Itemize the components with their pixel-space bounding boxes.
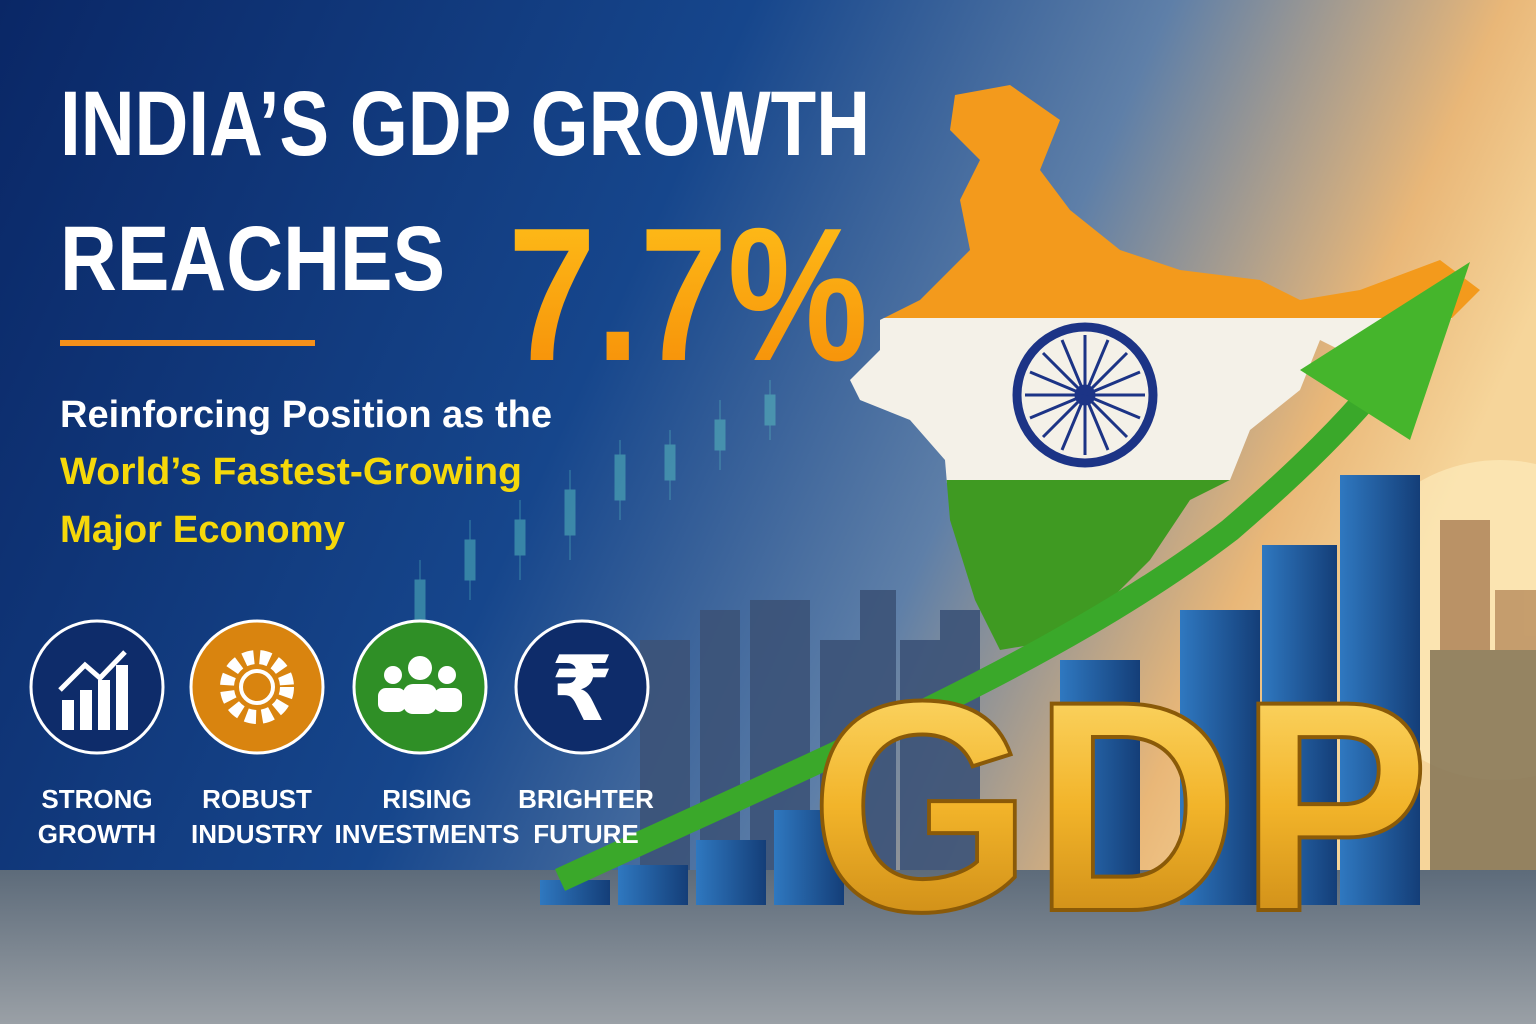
feature-label: FUTURE bbox=[533, 819, 638, 849]
divider bbox=[60, 340, 315, 346]
feature-label: INDUSTRY bbox=[191, 819, 323, 849]
feature-label: GROWTH bbox=[38, 819, 156, 849]
bar-graphic bbox=[540, 475, 1420, 905]
feature-label: INVESTMENTS bbox=[335, 819, 520, 849]
growth-arrow bbox=[554, 262, 1470, 891]
subheadline-highlight: World’s Fastest-Growing bbox=[60, 451, 522, 493]
feature-icon bbox=[189, 619, 325, 755]
chakra bbox=[1012, 322, 1158, 468]
gdp-badge: GDP bbox=[810, 638, 1430, 974]
feature-icon bbox=[29, 619, 165, 755]
feature-label: RISING bbox=[382, 784, 472, 814]
feature-label: ROBUST bbox=[202, 784, 312, 814]
feature-icon bbox=[352, 619, 488, 755]
headline-line2: REACHES bbox=[60, 208, 445, 310]
headline-highlight: 7.7% bbox=[508, 189, 868, 401]
candlesticks bbox=[414, 380, 776, 640]
feature-label: BRIGHTER bbox=[518, 784, 654, 814]
subheadline-highlight: Major Economy bbox=[60, 509, 345, 551]
headline-line1: INDIA’S GDP GROWTH bbox=[60, 73, 870, 175]
subheadline: Reinforcing Position as the bbox=[60, 394, 552, 436]
rupee-symbol: ₹ bbox=[551, 640, 614, 740]
feature-icon: ₹ bbox=[514, 619, 650, 755]
feature-label: STRONG bbox=[41, 784, 152, 814]
